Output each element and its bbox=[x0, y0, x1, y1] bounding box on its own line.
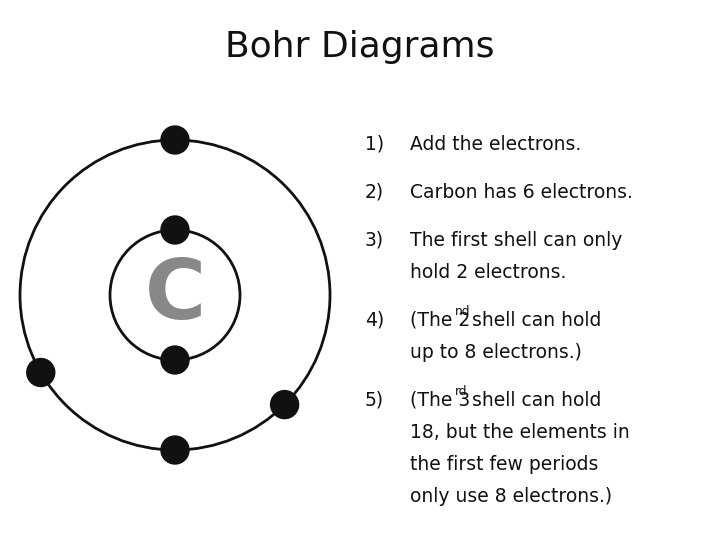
Text: Add the electrons.: Add the electrons. bbox=[410, 135, 581, 154]
Circle shape bbox=[161, 346, 189, 374]
Text: Carbon has 6 electrons.: Carbon has 6 electrons. bbox=[410, 183, 633, 202]
Text: the first few periods: the first few periods bbox=[410, 455, 598, 474]
Text: shell can hold: shell can hold bbox=[466, 311, 601, 330]
Text: 3): 3) bbox=[365, 231, 384, 250]
Text: The first shell can only: The first shell can only bbox=[410, 231, 622, 250]
Text: (The 3: (The 3 bbox=[410, 391, 470, 410]
Text: (The 2: (The 2 bbox=[410, 311, 470, 330]
Text: 18, but the elements in: 18, but the elements in bbox=[410, 423, 630, 442]
Text: 4): 4) bbox=[365, 311, 384, 330]
Text: nd: nd bbox=[455, 305, 470, 318]
Circle shape bbox=[27, 359, 55, 387]
Circle shape bbox=[271, 390, 299, 418]
Text: Bohr Diagrams: Bohr Diagrams bbox=[225, 30, 495, 64]
Text: 5): 5) bbox=[365, 391, 384, 410]
Circle shape bbox=[161, 126, 189, 154]
Circle shape bbox=[161, 216, 189, 244]
Text: shell can hold: shell can hold bbox=[466, 391, 601, 410]
Text: only use 8 electrons.): only use 8 electrons.) bbox=[410, 487, 612, 506]
Text: hold 2 electrons.: hold 2 electrons. bbox=[410, 263, 567, 282]
Text: up to 8 electrons.): up to 8 electrons.) bbox=[410, 343, 582, 362]
Text: 2): 2) bbox=[365, 183, 384, 202]
Text: rd: rd bbox=[455, 385, 467, 398]
Circle shape bbox=[161, 436, 189, 464]
Text: C: C bbox=[145, 254, 206, 335]
Text: 1): 1) bbox=[365, 135, 384, 154]
